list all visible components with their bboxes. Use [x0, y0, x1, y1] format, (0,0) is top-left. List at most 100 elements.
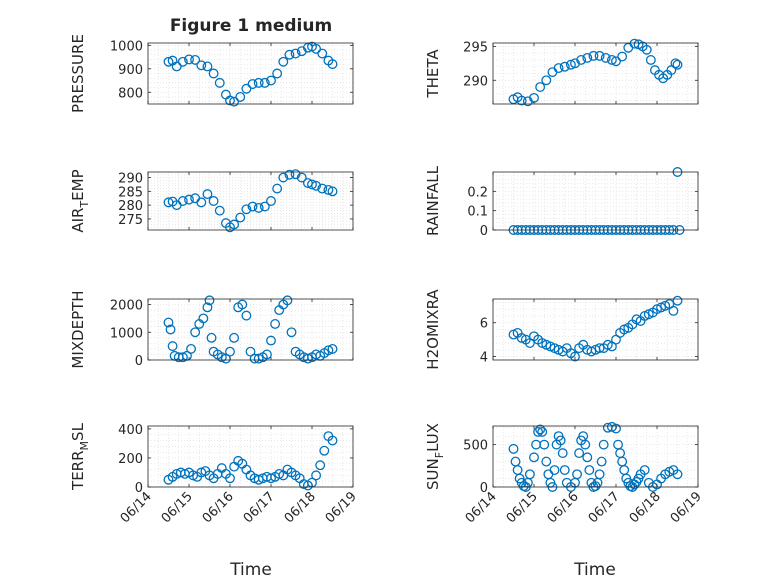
data-point	[202, 189, 213, 200]
series-air_temp	[163, 169, 338, 233]
data-point	[272, 183, 283, 194]
data-point	[672, 59, 683, 70]
data-point	[186, 343, 197, 354]
data-point	[163, 56, 174, 67]
y-tick-label: 1000	[110, 39, 143, 54]
data-point	[559, 61, 570, 72]
subplot-pressure: 800 900 1000 PRESSURE	[69, 34, 354, 113]
subplot-rainfall: 0 0.1 0.2 RAINFALL	[424, 165, 699, 239]
data-point	[266, 75, 276, 86]
y-tick-label: 800	[118, 86, 143, 101]
data-point	[229, 332, 240, 343]
y-tick-label: 280	[118, 199, 143, 214]
y-tick-label: 290	[463, 74, 488, 89]
data-point	[253, 353, 264, 364]
data-point	[278, 172, 289, 183]
series-h2omixra	[508, 295, 683, 362]
data-point	[216, 352, 227, 363]
axes-box	[147, 298, 354, 361]
data-point	[529, 452, 539, 463]
x-tick-label: 06/15	[504, 489, 541, 526]
data-point	[247, 201, 258, 212]
data-point	[284, 169, 295, 180]
y-axis-label: THETA	[424, 49, 442, 99]
data-point	[290, 169, 301, 180]
data-point	[672, 295, 683, 306]
data-point	[311, 43, 322, 54]
data-point	[270, 319, 281, 329]
data-point	[319, 445, 330, 456]
data-point	[541, 75, 552, 86]
data-point	[584, 465, 595, 476]
x-tick-label: 06/16	[545, 489, 582, 526]
data-point	[611, 56, 621, 67]
data-point	[163, 317, 174, 328]
data-point	[253, 202, 264, 213]
data-point	[241, 83, 252, 94]
data-point	[202, 61, 213, 72]
data-point	[668, 305, 679, 316]
plot-area	[493, 172, 698, 230]
data-point	[327, 59, 338, 70]
series-mixdepth	[163, 295, 338, 364]
data-point	[574, 448, 585, 459]
data-point	[266, 196, 276, 206]
x-tick-label: 06/19	[323, 489, 360, 526]
data-point	[190, 327, 201, 338]
data-point	[229, 219, 240, 230]
data-point	[670, 58, 681, 69]
grid	[148, 426, 353, 487]
data-point	[272, 68, 283, 79]
y-tick-label: 0.1	[467, 205, 488, 220]
data-point	[535, 424, 546, 435]
data-point	[549, 465, 560, 476]
y-tick-label: 0	[135, 354, 143, 369]
data-point	[600, 52, 611, 63]
data-point	[537, 426, 548, 437]
data-point	[184, 54, 194, 65]
data-point	[323, 345, 334, 356]
data-point	[576, 54, 587, 65]
data-point	[225, 473, 235, 484]
y-tick-label: 2000	[110, 299, 143, 314]
data-point	[598, 439, 609, 450]
y-tick-label: 500	[463, 439, 488, 454]
data-point	[588, 50, 599, 61]
data-point	[165, 324, 176, 335]
data-point	[533, 426, 544, 437]
data-point	[184, 194, 194, 205]
data-point	[237, 299, 248, 310]
data-point	[596, 456, 607, 467]
x-tick-label: 06/19	[668, 489, 705, 526]
axes-box	[492, 42, 699, 105]
data-point	[247, 79, 258, 90]
data-point	[278, 56, 289, 67]
data-point	[266, 473, 276, 484]
data-point	[317, 48, 328, 59]
axes-box	[147, 425, 354, 488]
axes-box	[147, 171, 354, 231]
data-point	[290, 48, 301, 59]
data-point	[167, 341, 178, 352]
y-tick-label: 285	[118, 185, 143, 200]
data-point	[208, 68, 219, 79]
axes-box	[492, 425, 699, 488]
data-point	[524, 469, 535, 480]
data-point	[259, 77, 270, 88]
data-point	[274, 468, 285, 479]
y-tick-label: 900	[118, 63, 143, 78]
data-point	[594, 343, 605, 354]
grid	[148, 43, 353, 104]
y-tick-label: 0	[135, 481, 143, 496]
y-axis-label: RAINFALL	[424, 165, 442, 236]
data-point	[582, 452, 593, 463]
data-point	[516, 95, 527, 106]
series-sun_flux	[508, 421, 683, 492]
x-axis-label-right: Time	[573, 560, 616, 580]
data-point	[214, 77, 225, 88]
data-point	[241, 310, 252, 321]
data-point	[284, 49, 295, 60]
data-point	[253, 77, 264, 88]
